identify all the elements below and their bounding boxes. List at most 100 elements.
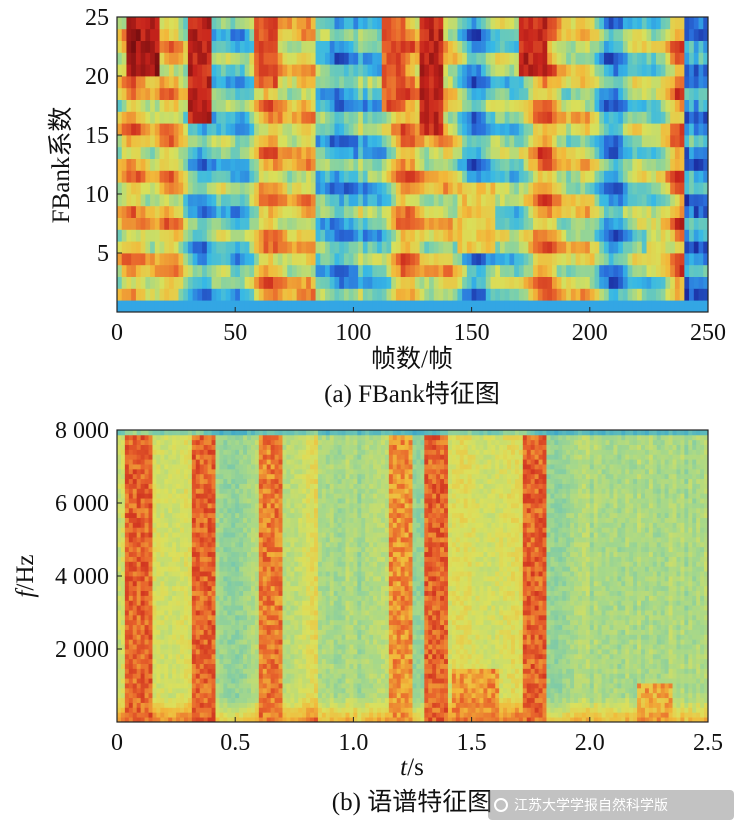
fbank-cell xyxy=(585,64,591,77)
fbank-cell xyxy=(121,276,127,289)
fbank-cell xyxy=(443,253,449,266)
fbank-cell xyxy=(457,182,463,195)
fbank-cell xyxy=(178,99,184,112)
fbank-cell xyxy=(169,146,175,159)
spectrogram-cell xyxy=(207,503,212,509)
fbank-cell xyxy=(244,123,250,136)
fbank-cell xyxy=(183,17,189,30)
fbank-cell xyxy=(178,146,184,159)
fbank-cell xyxy=(159,229,165,242)
spectrogram-cell xyxy=(207,439,212,445)
fbank-cell xyxy=(381,288,387,301)
spectrogram-cell xyxy=(215,556,220,562)
fbank-cell xyxy=(551,40,558,53)
spectrogram-cell xyxy=(132,629,138,635)
spectrogram-cell xyxy=(191,546,197,553)
fbank-cell xyxy=(410,170,416,183)
fbank-cell xyxy=(462,76,468,89)
spectrogram-cell xyxy=(207,692,212,699)
fbank-cell xyxy=(173,76,179,89)
fbank-cell xyxy=(594,182,600,195)
fbank-cell xyxy=(268,76,274,89)
fbank-cell xyxy=(608,135,614,148)
fbank-cell xyxy=(419,194,425,207)
fbank-cell xyxy=(225,288,231,301)
spectrogram-cell xyxy=(128,546,134,553)
spectrogram-cell xyxy=(176,595,181,601)
fbank-cell xyxy=(273,87,279,100)
spectrogram-cell xyxy=(203,590,209,596)
fbank-cell xyxy=(627,158,633,171)
fbank-cell xyxy=(301,146,307,159)
fbank-cell xyxy=(315,194,321,207)
spectrogram-cell xyxy=(128,585,134,591)
spectrogram-cell xyxy=(180,537,185,543)
spectrogram-cell xyxy=(140,439,145,445)
fbank-cell xyxy=(244,111,250,124)
fbank-cell xyxy=(646,146,652,159)
spectrogram-cell xyxy=(128,512,134,518)
fbank-cell xyxy=(239,194,246,207)
fbank-cell xyxy=(169,52,175,65)
spectrogram-cell xyxy=(164,434,169,441)
spectrogram-cell xyxy=(180,541,185,548)
fbank-cell xyxy=(164,217,170,230)
fbank-cell xyxy=(339,99,345,112)
fbank-cell xyxy=(589,182,595,195)
spectrogram-cell xyxy=(132,483,138,489)
fbank-cell xyxy=(273,170,279,183)
fbank-cell xyxy=(263,111,269,124)
spectrogram-cell xyxy=(211,522,216,528)
fbank-cell xyxy=(306,146,312,159)
fbank-cell xyxy=(372,64,378,77)
spectrogram-cell xyxy=(140,663,145,669)
spectrogram-cell xyxy=(207,629,212,635)
fbank-cell xyxy=(580,229,586,242)
fbank-cell xyxy=(334,253,340,266)
spectrogram-cell xyxy=(172,658,177,664)
spectrogram-cell xyxy=(168,556,173,562)
spectrogram-cell xyxy=(168,551,173,557)
fbank-cell xyxy=(277,99,283,112)
spectrogram-cell xyxy=(203,576,209,582)
fbank-cell xyxy=(419,288,425,301)
fbank-cell xyxy=(594,288,600,301)
fbank-cell xyxy=(173,253,179,266)
spectrogram-cell xyxy=(124,585,130,591)
spectrogram-cell xyxy=(132,478,138,484)
fbank-cell xyxy=(570,182,577,195)
fbank-cell xyxy=(618,87,624,100)
fbank-cell xyxy=(381,182,387,195)
spectrogram-cell xyxy=(235,595,240,601)
spectrogram-cell xyxy=(156,668,161,674)
spectrogram-cell xyxy=(136,503,142,509)
fbank-cell xyxy=(476,264,482,277)
spectrogram-cell xyxy=(227,673,232,679)
spectrogram-cell xyxy=(124,610,130,616)
fbank-cell xyxy=(164,28,170,41)
spectrogram-cell xyxy=(128,614,134,621)
fbank-cell xyxy=(580,170,586,183)
spectrogram-cell xyxy=(203,629,209,635)
fbank-cell xyxy=(438,111,444,124)
fbank-cell xyxy=(703,52,709,65)
fbank-cell xyxy=(254,205,260,218)
spectrogram-cell xyxy=(120,649,126,655)
spectrogram-cell xyxy=(124,537,130,543)
spectrogram-cell xyxy=(223,561,228,567)
spectrogram-cell xyxy=(128,459,134,465)
fbank-cell xyxy=(447,40,454,53)
fbank-cell xyxy=(334,17,340,30)
spectrogram-cell xyxy=(203,692,209,699)
fbank-cell xyxy=(603,64,610,77)
fbank-cell xyxy=(169,241,175,254)
fbank-cell xyxy=(131,87,137,100)
fbank-cell xyxy=(395,76,402,89)
fbank-cell xyxy=(377,170,383,183)
spectrogram-cell xyxy=(195,692,201,699)
fbank-cell xyxy=(372,288,378,301)
spectrogram-cell xyxy=(203,527,209,533)
spectrogram-cell xyxy=(227,712,232,718)
spectrogram-cell xyxy=(207,551,212,557)
fbank-cell xyxy=(405,64,411,77)
